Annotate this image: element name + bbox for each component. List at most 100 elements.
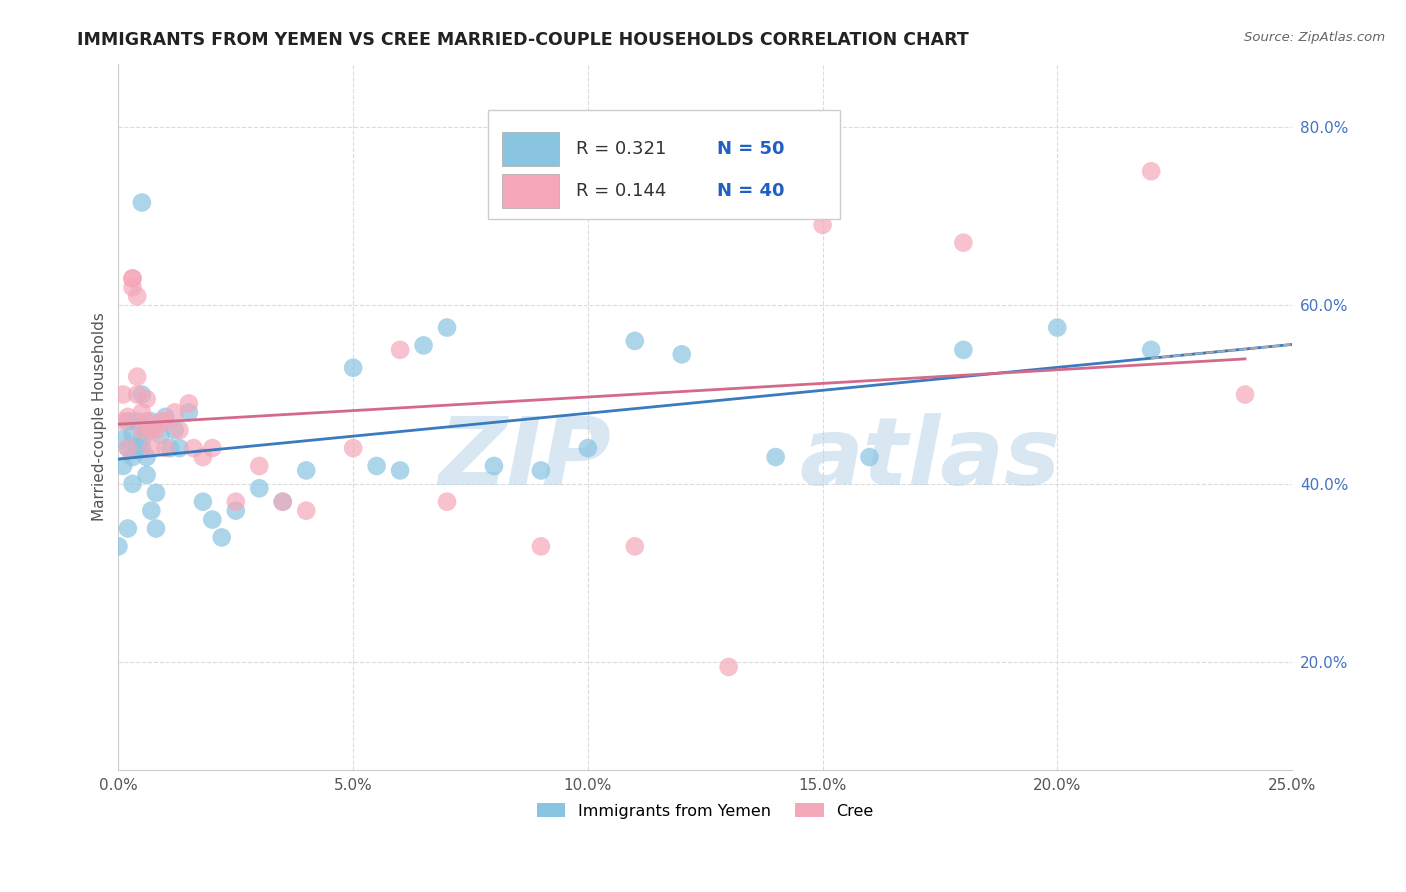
Point xyxy=(135,414,157,428)
Point xyxy=(163,423,186,437)
Point xyxy=(117,441,139,455)
Point xyxy=(342,360,364,375)
Point xyxy=(112,387,135,401)
Point xyxy=(247,481,270,495)
Point xyxy=(145,521,167,535)
Point xyxy=(141,503,163,517)
Point xyxy=(576,441,599,455)
Point xyxy=(530,463,553,477)
FancyBboxPatch shape xyxy=(502,174,558,208)
Point xyxy=(149,427,172,442)
Point xyxy=(112,414,135,428)
Point xyxy=(183,441,205,455)
Point xyxy=(121,450,143,464)
Point xyxy=(135,392,157,406)
Point xyxy=(952,235,974,250)
Point xyxy=(436,320,458,334)
Point xyxy=(127,369,149,384)
Text: atlas: atlas xyxy=(799,413,1060,505)
Point xyxy=(117,441,139,455)
Point xyxy=(225,503,247,517)
Point xyxy=(1046,320,1069,334)
Point xyxy=(177,405,200,419)
Y-axis label: Married-couple Households: Married-couple Households xyxy=(93,312,107,521)
Point xyxy=(155,441,177,455)
Point xyxy=(141,441,163,455)
Point xyxy=(163,405,186,419)
Point xyxy=(117,409,139,424)
Point xyxy=(131,405,153,419)
Point xyxy=(135,467,157,482)
Text: IMMIGRANTS FROM YEMEN VS CREE MARRIED-COUPLE HOUSEHOLDS CORRELATION CHART: IMMIGRANTS FROM YEMEN VS CREE MARRIED-CO… xyxy=(77,31,969,49)
Point xyxy=(271,494,294,508)
Point xyxy=(201,441,224,455)
Point xyxy=(191,450,214,464)
Point xyxy=(121,427,143,442)
Point xyxy=(858,450,880,464)
Point xyxy=(811,218,834,232)
Point xyxy=(112,432,135,446)
Point xyxy=(225,494,247,508)
Point xyxy=(671,347,693,361)
Point xyxy=(530,540,553,554)
Point xyxy=(155,409,177,424)
Point xyxy=(121,476,143,491)
Point xyxy=(131,441,153,455)
Point xyxy=(412,338,434,352)
Text: ZIP: ZIP xyxy=(439,413,612,505)
Point xyxy=(177,396,200,410)
Point xyxy=(717,660,740,674)
Point xyxy=(131,195,153,210)
Point xyxy=(342,441,364,455)
Point xyxy=(131,432,153,446)
Point xyxy=(121,280,143,294)
Point xyxy=(201,512,224,526)
Point xyxy=(127,414,149,428)
Point xyxy=(389,463,412,477)
Point xyxy=(135,423,157,437)
Point xyxy=(169,441,191,455)
Point xyxy=(112,458,135,473)
Text: Source: ZipAtlas.com: Source: ZipAtlas.com xyxy=(1244,31,1385,45)
Point xyxy=(121,271,143,285)
Point xyxy=(295,503,318,517)
Text: N = 40: N = 40 xyxy=(717,182,785,200)
Text: R = 0.144: R = 0.144 xyxy=(576,182,666,200)
Point xyxy=(169,423,191,437)
Point xyxy=(141,423,163,437)
Point xyxy=(1140,164,1163,178)
Point xyxy=(191,494,214,508)
Point xyxy=(127,441,149,455)
Legend: Immigrants from Yemen, Cree: Immigrants from Yemen, Cree xyxy=(530,797,880,825)
Point xyxy=(247,458,270,473)
Point xyxy=(155,414,177,428)
Point xyxy=(135,450,157,464)
Point xyxy=(127,289,149,303)
Point xyxy=(145,423,167,437)
Point xyxy=(952,343,974,357)
Point xyxy=(149,414,172,428)
Point xyxy=(1140,343,1163,357)
Text: N = 50: N = 50 xyxy=(717,140,785,158)
Point xyxy=(159,441,181,455)
Point xyxy=(131,423,153,437)
Point xyxy=(121,271,143,285)
FancyBboxPatch shape xyxy=(502,132,558,166)
Point xyxy=(131,387,153,401)
Point xyxy=(211,531,233,545)
Point xyxy=(436,494,458,508)
Point xyxy=(295,463,318,477)
Point xyxy=(107,540,129,554)
Point xyxy=(765,450,787,464)
Point xyxy=(623,334,645,348)
FancyBboxPatch shape xyxy=(488,110,841,219)
Point xyxy=(623,540,645,554)
Text: R = 0.321: R = 0.321 xyxy=(576,140,666,158)
Point xyxy=(127,387,149,401)
Point xyxy=(482,458,505,473)
Point xyxy=(271,494,294,508)
Point xyxy=(366,458,388,473)
Point xyxy=(117,414,139,428)
Point xyxy=(389,343,412,357)
Point xyxy=(1234,387,1257,401)
